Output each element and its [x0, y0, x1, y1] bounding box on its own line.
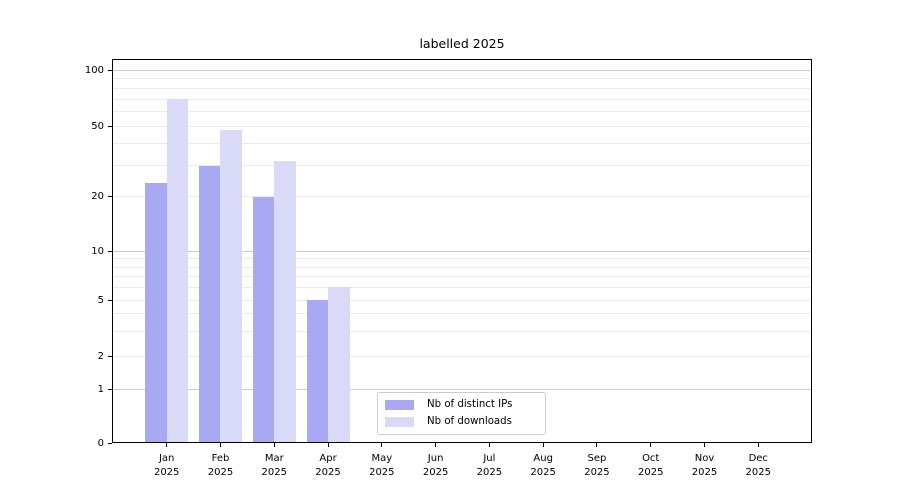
- gridline-minor: [113, 165, 811, 167]
- y-tick-mark: [108, 356, 112, 357]
- bar-downloads: [166, 99, 189, 443]
- x-tick-label: Jul 2025: [476, 453, 503, 478]
- chart-title: labelled 2025: [419, 36, 505, 51]
- y-tick-label: 1: [97, 384, 104, 395]
- x-tick-mark: [166, 443, 168, 447]
- y-tick-label: 50: [91, 121, 104, 133]
- x-tick-mark: [757, 443, 759, 447]
- x-tick-label: Dec 2025: [745, 453, 771, 478]
- x-tick-label: Jan 2025: [153, 453, 180, 478]
- y-tick-mark: [108, 299, 112, 301]
- gridline-minor: [113, 275, 811, 277]
- bar-downloads: [220, 129, 242, 443]
- x-tick-mark: [219, 443, 221, 447]
- y-tick-mark: [108, 69, 112, 71]
- gridline-minor: [113, 143, 811, 145]
- gridline-minor: [113, 313, 811, 315]
- x-tick-mark: [381, 443, 383, 447]
- plot-area: [112, 59, 812, 443]
- bar-distinct-ips: [252, 196, 275, 443]
- gridline-major: [113, 389, 811, 390]
- y-tick-mark: [108, 389, 112, 390]
- gridline-minor: [113, 356, 811, 357]
- x-tick-mark: [650, 443, 652, 447]
- legend-label: Nb of downloads: [427, 416, 512, 427]
- axis-spine-left: [112, 59, 113, 443]
- y-tick-mark: [108, 126, 112, 128]
- bar-distinct-ips: [198, 165, 221, 443]
- x-tick-mark: [273, 443, 275, 447]
- x-tick-label: Apr 2025: [315, 453, 341, 478]
- y-tick-label: 10: [91, 246, 104, 257]
- x-tick-mark: [327, 443, 329, 447]
- x-tick-label: Jun 2025: [422, 453, 449, 478]
- bar-distinct-ips: [306, 300, 329, 443]
- bar-distinct-ips: [145, 182, 167, 443]
- legend-label: Nb of distinct IPs: [427, 399, 513, 410]
- x-tick-mark: [435, 443, 437, 447]
- x-tick-label: Oct 2025: [637, 453, 664, 478]
- x-tick-mark: [488, 443, 490, 447]
- x-tick-mark: [596, 443, 598, 447]
- gridline-minor: [113, 266, 811, 268]
- x-tick-label: Sep 2025: [584, 453, 610, 478]
- legend-item: Nb of downloads: [385, 416, 545, 428]
- gridline-minor: [113, 78, 811, 80]
- legend: Nb of distinct IPs Nb of downloads: [377, 392, 546, 435]
- gridline-major: [113, 69, 811, 71]
- legend-item: Nb of distinct IPs: [385, 399, 545, 411]
- legend-swatch-downloads: [385, 416, 414, 428]
- gridline-minor: [113, 196, 811, 197]
- y-tick-mark: [108, 442, 112, 444]
- y-tick-label: 100: [84, 64, 104, 76]
- y-tick-mark: [108, 251, 112, 252]
- gridline-minor: [113, 126, 811, 128]
- y-tick-label: 20: [91, 191, 104, 202]
- legend-swatch-distinct-ips: [385, 399, 414, 411]
- y-tick-label: 0: [97, 437, 104, 449]
- gridline-minor: [113, 111, 811, 113]
- x-tick-mark: [704, 443, 705, 447]
- x-tick-mark: [542, 443, 544, 447]
- axis-spine-right: [811, 59, 812, 443]
- gridline-minor: [113, 258, 811, 260]
- bar-downloads: [274, 160, 296, 443]
- gridline-minor: [113, 98, 811, 100]
- y-tick-label: 5: [97, 294, 104, 306]
- bar-downloads: [328, 287, 350, 443]
- y-tick-mark: [108, 196, 112, 197]
- gridline-minor: [113, 299, 811, 301]
- x-tick-label: May 2025: [369, 453, 395, 478]
- gridline-minor: [113, 330, 811, 332]
- gridline-major: [113, 251, 811, 252]
- x-tick-label: Nov 2025: [691, 453, 718, 478]
- gridline-minor: [113, 286, 811, 288]
- x-tick-label: Aug 2025: [530, 453, 556, 478]
- axis-spine-top: [112, 59, 812, 60]
- x-tick-label: Feb 2025: [207, 453, 234, 478]
- axis-spine-bottom: [112, 442, 812, 443]
- gridline-minor: [113, 87, 811, 89]
- x-tick-label: Mar 2025: [261, 453, 287, 478]
- y-tick-label: 2: [97, 351, 104, 362]
